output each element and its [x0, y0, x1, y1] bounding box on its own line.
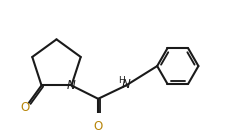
Text: N: N [67, 79, 76, 92]
Text: N: N [121, 78, 130, 92]
Text: O: O [21, 101, 30, 114]
Text: O: O [93, 120, 103, 133]
Text: H: H [118, 76, 125, 85]
